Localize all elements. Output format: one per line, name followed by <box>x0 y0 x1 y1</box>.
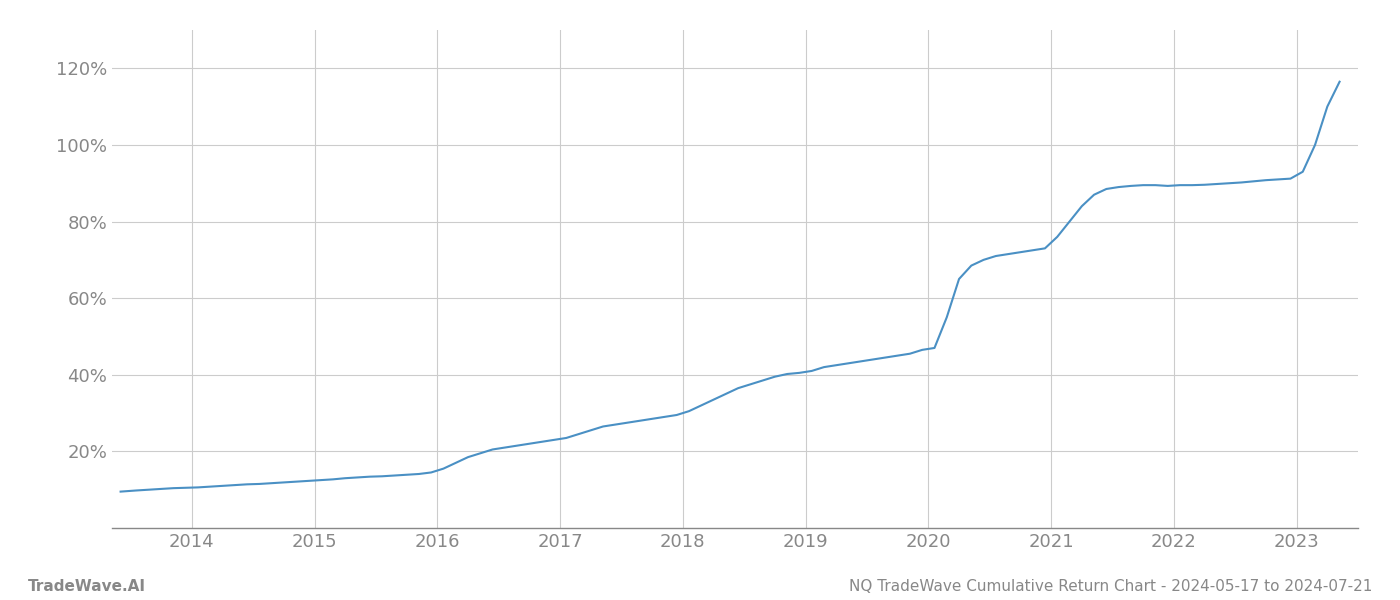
Text: TradeWave.AI: TradeWave.AI <box>28 579 146 594</box>
Text: NQ TradeWave Cumulative Return Chart - 2024-05-17 to 2024-07-21: NQ TradeWave Cumulative Return Chart - 2… <box>848 579 1372 594</box>
